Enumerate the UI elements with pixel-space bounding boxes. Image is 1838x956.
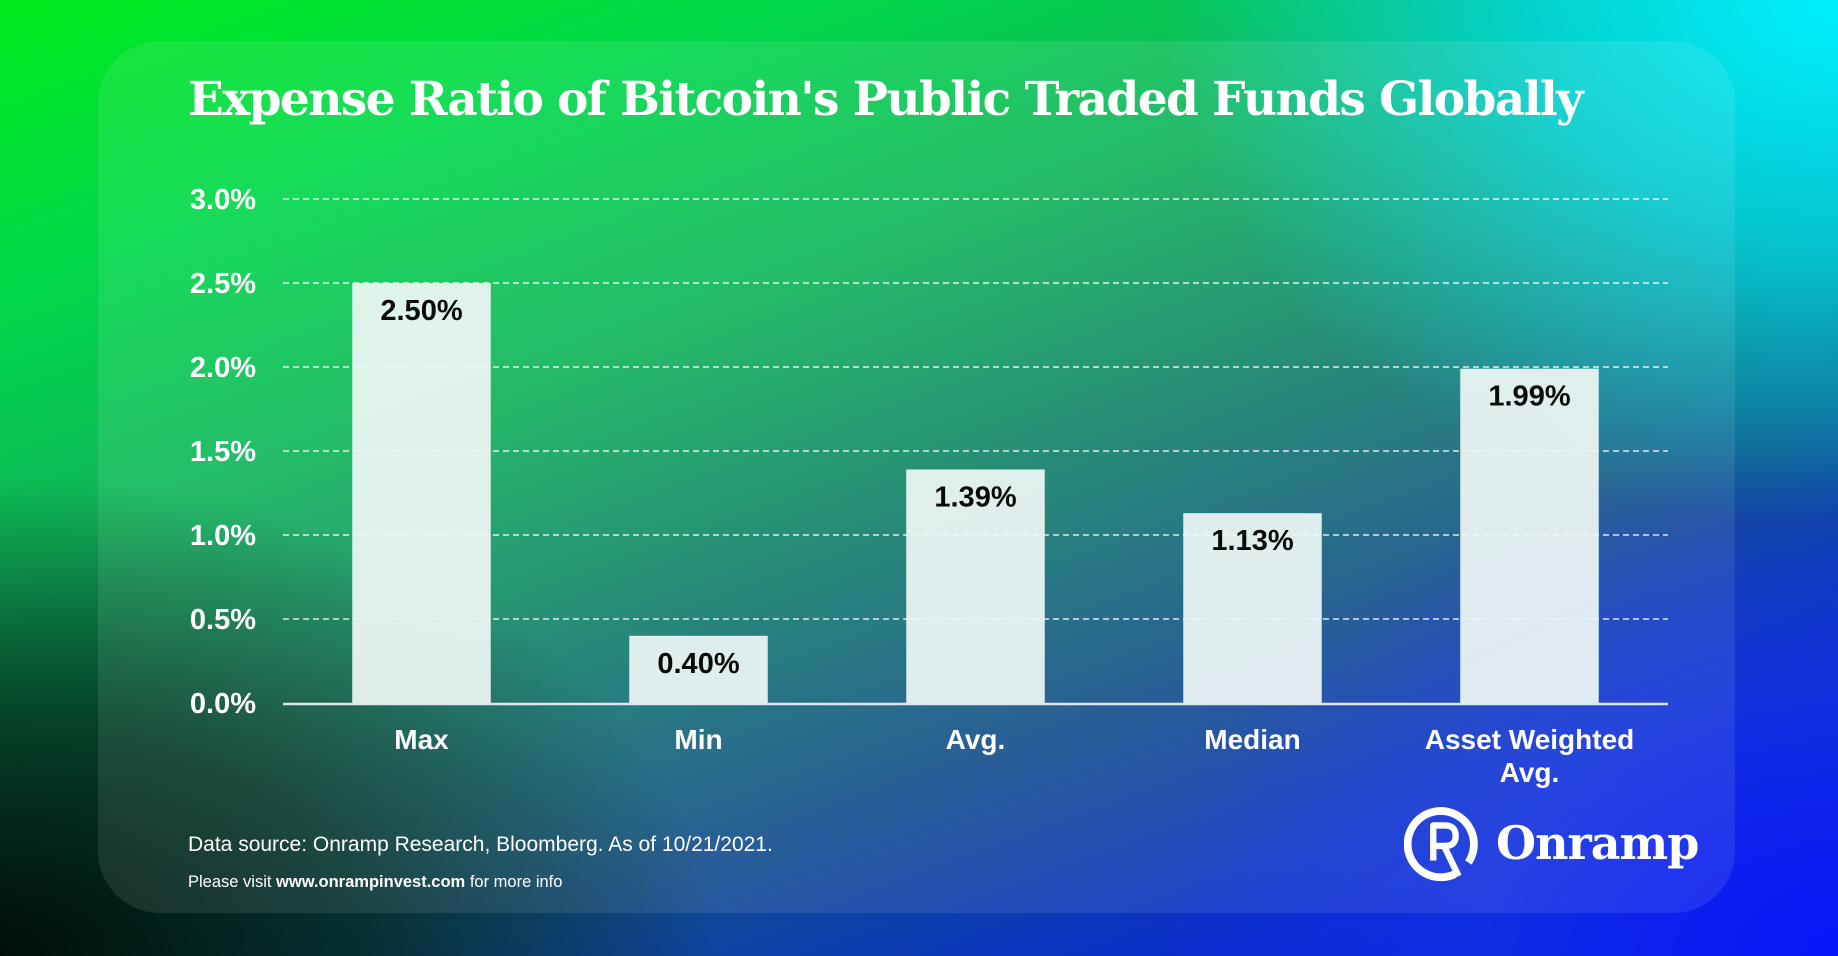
bar [906,469,1045,703]
category-label: Asset Weighted [1425,724,1635,755]
visit-suffix: for more info [465,873,563,891]
onramp-logo: Onramp [1404,803,1699,883]
visit-note: Please visit www.onrampinvest.com for mo… [188,873,562,892]
bar [1183,513,1322,703]
bar [629,635,768,703]
bars [352,283,1599,703]
y-tick-label: 1.0% [190,520,256,552]
onramp-r-circle-icon [1404,807,1478,882]
website-link[interactable]: www.onrampinvest.com [276,873,466,891]
bar-value-label: 1.39% [934,481,1016,513]
visit-prefix: Please visit [188,873,277,891]
category-label: Min [674,724,722,755]
y-tick-label: 3.0% [190,184,256,216]
brand-name: Onramp [1496,816,1699,870]
y-axis-ticks: 0.0% 0.5% 1.0% 1.5% 2.0% 2.5% 3.0% [190,184,256,720]
bar-value-label: 1.99% [1488,381,1570,413]
category-label: Avg. [946,724,1006,755]
bar-value-label: 2.50% [380,295,462,327]
y-tick-label: 2.0% [190,352,256,384]
y-tick-label: 2.5% [190,268,256,300]
y-tick-label: 0.5% [190,604,256,636]
category-label: Max [394,724,449,755]
bar [1460,368,1599,703]
category-label: Avg. [1500,757,1560,788]
bar-value-labels: 2.50% 0.40% 1.39% 1.13% 1.99% [380,295,1570,680]
y-tick-label: 1.5% [190,436,256,468]
chart-title: Expense Ratio of Bitcoin's Public Traded… [188,72,1583,127]
data-source-note: Data source: Onramp Research, Bloomberg.… [188,833,773,856]
bar [352,283,491,703]
y-tick-label: 0.0% [190,688,256,720]
bar-value-label: 0.40% [657,648,739,680]
category-label: Median [1204,724,1300,755]
bar-value-label: 1.13% [1211,525,1293,557]
